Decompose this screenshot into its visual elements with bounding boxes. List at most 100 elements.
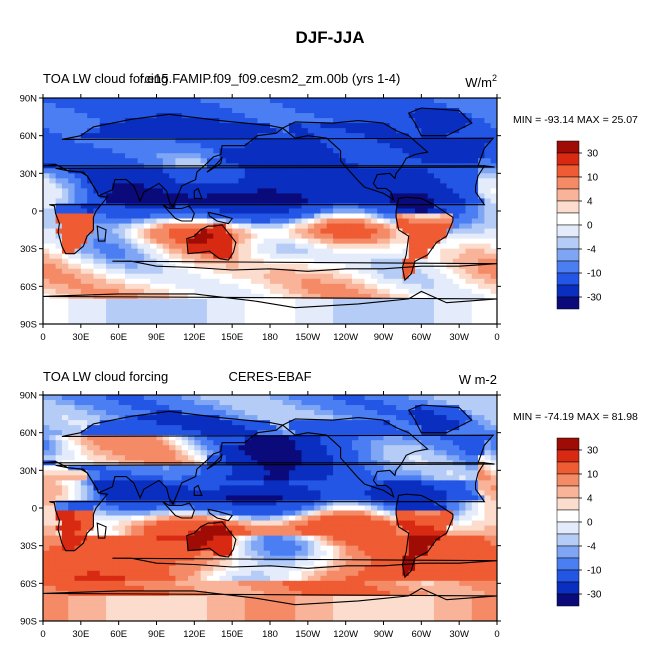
field-cell bbox=[396, 153, 404, 159]
field-cell bbox=[295, 148, 303, 154]
field-cell bbox=[74, 495, 82, 502]
field-cell bbox=[143, 173, 151, 179]
field-cell bbox=[213, 495, 221, 502]
field-cell bbox=[433, 208, 441, 215]
field-cell bbox=[162, 238, 170, 245]
field-cell bbox=[87, 223, 95, 230]
field-cell bbox=[61, 400, 69, 406]
field-cell bbox=[244, 193, 252, 200]
field-cell bbox=[55, 138, 63, 144]
field-cell bbox=[200, 243, 208, 250]
field-cell bbox=[345, 113, 353, 119]
field-cell bbox=[49, 495, 57, 502]
field-cell bbox=[112, 113, 120, 119]
field-cell bbox=[181, 318, 189, 324]
field-cell bbox=[320, 445, 328, 451]
field-cell bbox=[137, 168, 145, 174]
field-cell bbox=[396, 293, 404, 300]
field-cell bbox=[427, 445, 435, 451]
field-cell bbox=[131, 193, 139, 200]
field-cell bbox=[61, 188, 69, 195]
field-cell bbox=[169, 313, 177, 320]
field-cell bbox=[150, 128, 158, 134]
field-cell bbox=[396, 495, 404, 502]
field-cell bbox=[263, 203, 271, 210]
field-cell bbox=[244, 183, 252, 189]
field-cell bbox=[427, 123, 435, 129]
field-cell bbox=[433, 303, 441, 310]
field-cell bbox=[427, 273, 435, 280]
field-cell bbox=[137, 430, 145, 436]
field-cell bbox=[320, 505, 328, 512]
field-cell bbox=[490, 308, 497, 315]
field-cell bbox=[244, 198, 252, 205]
field-cell bbox=[459, 395, 467, 401]
field-cell bbox=[137, 223, 145, 230]
field-cell bbox=[471, 455, 479, 461]
field-cell bbox=[251, 198, 258, 205]
field-cell bbox=[307, 238, 315, 245]
field-cell bbox=[238, 128, 246, 134]
field-cell bbox=[137, 228, 145, 235]
field-cell bbox=[181, 238, 189, 245]
field-cell bbox=[402, 118, 410, 124]
field-cell bbox=[320, 133, 328, 139]
field-cell bbox=[74, 303, 82, 310]
field-cell bbox=[408, 158, 416, 164]
field-cell bbox=[433, 405, 441, 411]
field-cell bbox=[156, 228, 164, 235]
field-cell bbox=[364, 263, 372, 270]
field-cell bbox=[244, 158, 252, 164]
field-cell bbox=[370, 183, 378, 189]
field-cell bbox=[61, 268, 69, 275]
field-cell bbox=[333, 298, 340, 305]
field-cell bbox=[219, 445, 227, 451]
field-cell bbox=[358, 173, 366, 179]
field-cell bbox=[213, 113, 221, 119]
field-cell bbox=[181, 308, 189, 315]
field-cell bbox=[326, 465, 334, 471]
field-cell bbox=[358, 308, 366, 315]
field-cell bbox=[326, 253, 334, 260]
field-cell bbox=[333, 410, 340, 416]
field-cell bbox=[143, 400, 151, 406]
field-cell bbox=[295, 445, 303, 451]
field-cell bbox=[427, 108, 435, 114]
field-cell bbox=[68, 128, 76, 134]
field-cell bbox=[219, 268, 227, 275]
field-cell bbox=[257, 440, 265, 446]
field-cell bbox=[307, 298, 315, 305]
field-cell bbox=[433, 455, 441, 461]
field-cell bbox=[370, 188, 378, 195]
field-cell bbox=[345, 263, 353, 270]
field-cell bbox=[389, 103, 397, 109]
field-cell bbox=[288, 173, 296, 179]
field-cell bbox=[206, 198, 214, 205]
field-cell bbox=[206, 278, 214, 285]
field-cell bbox=[200, 98, 208, 104]
field-cell bbox=[61, 118, 69, 124]
field-cell bbox=[175, 490, 183, 497]
field-cell bbox=[270, 430, 277, 436]
field-cell bbox=[206, 400, 214, 406]
field-cell bbox=[320, 138, 328, 144]
field-cell bbox=[440, 233, 448, 240]
field-cell bbox=[213, 173, 221, 179]
field-cell bbox=[162, 420, 170, 426]
field-cell bbox=[124, 118, 132, 124]
field-cell bbox=[219, 108, 227, 114]
field-cell bbox=[301, 243, 309, 250]
field-cell bbox=[358, 188, 366, 195]
field-cell bbox=[181, 475, 189, 481]
field-cell bbox=[301, 405, 309, 411]
field-cell bbox=[339, 133, 347, 139]
field-cell bbox=[219, 480, 227, 486]
field-cell bbox=[238, 243, 246, 250]
field-cell bbox=[251, 118, 258, 124]
field-cell bbox=[99, 313, 107, 320]
field-cell bbox=[301, 505, 309, 512]
field-cell bbox=[55, 208, 63, 215]
field-cell bbox=[421, 153, 429, 159]
field-cell bbox=[169, 183, 177, 189]
field-cell bbox=[251, 108, 258, 114]
